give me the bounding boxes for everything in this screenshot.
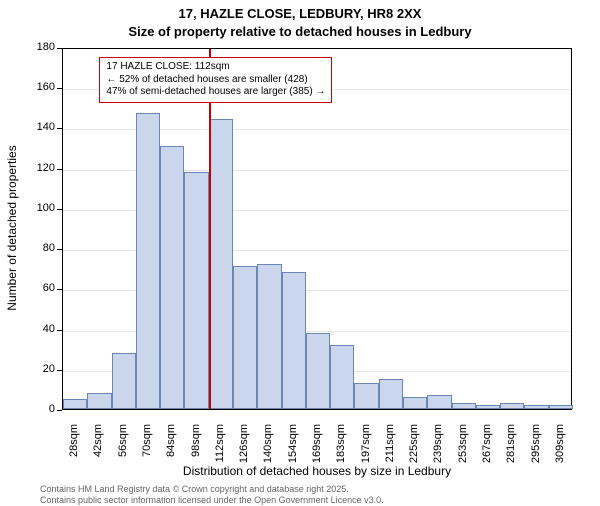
histogram-bar xyxy=(379,379,403,409)
histogram-bar xyxy=(330,345,354,409)
xtick-label: 239sqm xyxy=(432,424,444,474)
chart-container: 17, HAZLE CLOSE, LEDBURY, HR8 2XX Size o… xyxy=(0,0,600,500)
histogram-bar xyxy=(549,405,573,409)
xtick-label: 70sqm xyxy=(141,424,153,474)
chart-title-line2: Size of property relative to detached ho… xyxy=(0,24,600,39)
xtick-label: 211sqm xyxy=(384,424,396,474)
histogram-bar xyxy=(160,146,184,409)
ytick-label: 100 xyxy=(27,202,55,214)
xtick-label: 42sqm xyxy=(92,424,104,474)
ytick-label: 20 xyxy=(27,363,55,375)
xtick-label: 253sqm xyxy=(457,424,469,474)
xtick-label: 225sqm xyxy=(408,424,420,474)
ytick-label: 80 xyxy=(27,242,55,254)
histogram-bar xyxy=(257,264,281,409)
histogram-bar xyxy=(282,272,306,409)
y-axis-label: Number of detached properties xyxy=(5,128,19,328)
histogram-bar xyxy=(476,405,500,409)
ytick-label: 140 xyxy=(27,121,55,133)
footer-line1: Contains HM Land Registry data © Crown c… xyxy=(40,484,600,495)
histogram-bar xyxy=(112,353,136,409)
histogram-bar xyxy=(233,266,257,409)
histogram-bar xyxy=(452,403,476,409)
xtick-label: 281sqm xyxy=(505,424,517,474)
ytick-label: 180 xyxy=(27,41,55,53)
xtick-label: 183sqm xyxy=(335,424,347,474)
ytick-label: 160 xyxy=(27,81,55,93)
xtick-label: 56sqm xyxy=(117,424,129,474)
xtick-label: 267sqm xyxy=(481,424,493,474)
ytick-mark xyxy=(57,289,62,290)
histogram-bar xyxy=(87,393,111,409)
annotation-line: 47% of semi-detached houses are larger (… xyxy=(106,86,325,99)
ytick-label: 60 xyxy=(27,282,55,294)
histogram-bar xyxy=(63,399,87,409)
chart-title-line1: 17, HAZLE CLOSE, LEDBURY, HR8 2XX xyxy=(0,6,600,21)
ytick-label: 0 xyxy=(27,403,55,415)
xtick-label: 197sqm xyxy=(360,424,372,474)
xtick-label: 309sqm xyxy=(554,424,566,474)
ytick-mark xyxy=(57,330,62,331)
annotation-line: 17 HAZLE CLOSE: 112sqm xyxy=(106,61,325,74)
xtick-label: 84sqm xyxy=(165,424,177,474)
ytick-mark xyxy=(57,370,62,371)
histogram-bar xyxy=(306,333,330,409)
ytick-mark xyxy=(57,88,62,89)
xtick-label: 140sqm xyxy=(262,424,274,474)
xtick-label: 169sqm xyxy=(311,424,323,474)
xtick-label: 126sqm xyxy=(238,424,250,474)
histogram-bar xyxy=(524,405,548,409)
histogram-bar xyxy=(136,113,160,409)
histogram-bar xyxy=(427,395,451,409)
histogram-bar xyxy=(354,383,378,409)
annotation-box: 17 HAZLE CLOSE: 112sqm← 52% of detached … xyxy=(99,57,332,103)
histogram-bar xyxy=(209,119,233,409)
histogram-bar xyxy=(403,397,427,409)
ytick-mark xyxy=(57,410,62,411)
ytick-mark xyxy=(57,209,62,210)
xtick-label: 28sqm xyxy=(68,424,80,474)
plot-area: 17 HAZLE CLOSE: 112sqm← 52% of detached … xyxy=(62,48,572,410)
xtick-label: 112sqm xyxy=(214,424,226,474)
ytick-mark xyxy=(57,48,62,49)
ytick-label: 120 xyxy=(27,162,55,174)
footer-attribution: Contains HM Land Registry data © Crown c… xyxy=(0,484,600,506)
histogram-bar xyxy=(184,172,208,409)
xtick-label: 98sqm xyxy=(190,424,202,474)
ytick-mark xyxy=(57,128,62,129)
footer-line2: Contains public sector information licen… xyxy=(40,495,600,506)
histogram-bar xyxy=(500,403,524,409)
ytick-mark xyxy=(57,249,62,250)
reference-marker-line xyxy=(209,49,211,409)
ytick-mark xyxy=(57,169,62,170)
annotation-line: ← 52% of detached houses are smaller (42… xyxy=(106,74,325,87)
ytick-label: 40 xyxy=(27,323,55,335)
xtick-label: 295sqm xyxy=(530,424,542,474)
xtick-label: 154sqm xyxy=(287,424,299,474)
